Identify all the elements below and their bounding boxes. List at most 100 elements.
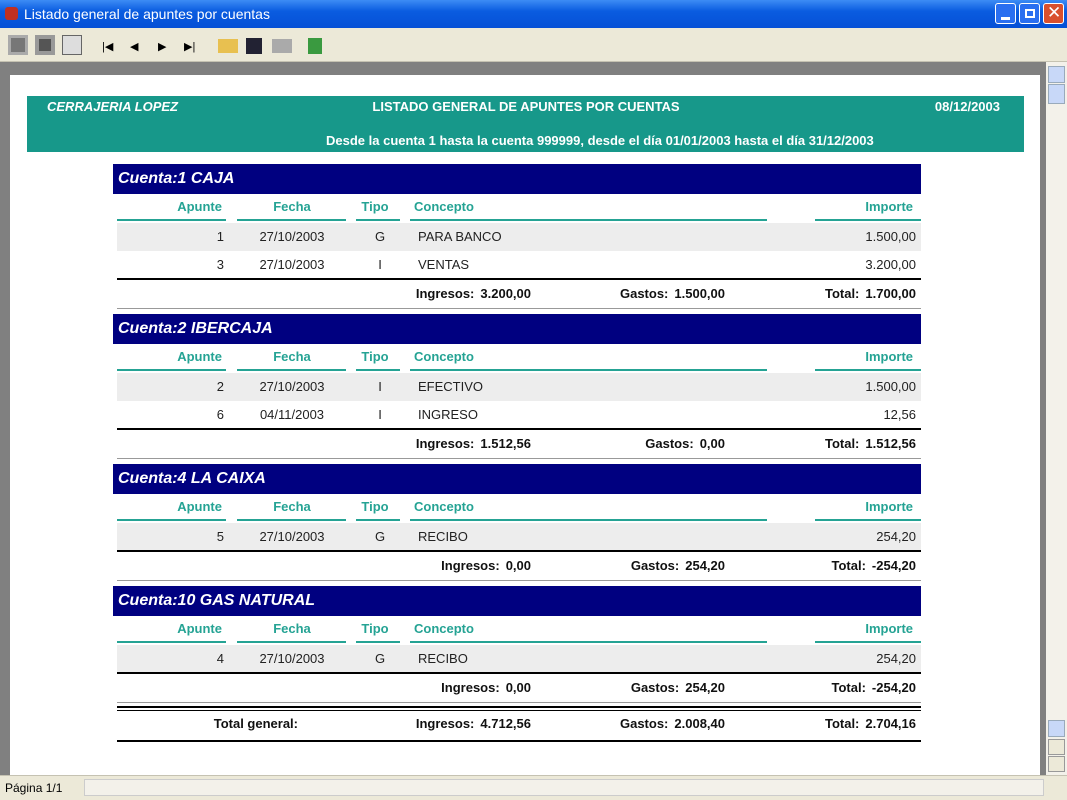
account-total-total-value: 1.512,56 [865, 436, 916, 451]
column-header: Concepto [414, 349, 474, 364]
grand-total-rule [117, 740, 921, 742]
column-header: Fecha [273, 349, 311, 364]
column-header: Concepto [414, 199, 474, 214]
account-header: Cuenta:2 IBERCAJA [118, 320, 273, 337]
column-header: Apunte [177, 199, 222, 214]
column-underline [815, 369, 921, 371]
cell: INGRESO [418, 407, 478, 422]
app-icon [5, 7, 18, 20]
minimize-button[interactable] [995, 3, 1016, 24]
grand-total-rule [117, 710, 921, 711]
cell: 04/11/2003 [259, 407, 325, 422]
next-page-button[interactable]: ▶ [158, 41, 167, 53]
column-underline [356, 219, 400, 221]
grand-total-gastos-label: Gastos: [619, 716, 669, 731]
horizontal-scrollbar[interactable] [84, 779, 1044, 796]
column-header: Tipo [361, 349, 389, 364]
account-total-gastos-value: 1.500,00 [674, 286, 725, 301]
separator [117, 672, 921, 674]
scroll-down[interactable] [1048, 720, 1065, 737]
row-band [117, 373, 921, 401]
column-underline [237, 641, 346, 643]
column-header: Apunte [177, 349, 222, 364]
account-total-total-label: Total: [824, 286, 860, 301]
account-total-gastos-label: Gastos: [645, 436, 694, 451]
column-underline [815, 219, 921, 221]
account-total-gastos-value: 254,20 [685, 680, 725, 695]
window-title: Listado general de apuntes por cuentas [24, 6, 270, 22]
account-total-ingresos-value: 3.200,00 [480, 286, 531, 301]
last-page-button[interactable]: ▶| [184, 41, 196, 53]
cell: 1 [216, 229, 224, 244]
column-header: Fecha [273, 621, 311, 636]
report-title: LISTADO GENERAL DE APUNTES POR CUENTAS [372, 99, 680, 114]
grand-total-rule [117, 706, 921, 708]
column-underline [356, 369, 400, 371]
cell: 3.200,00 [865, 257, 916, 272]
cell: 6 [216, 407, 224, 422]
exit-button[interactable] [308, 38, 322, 54]
cell: 4 [216, 651, 224, 666]
column-underline [237, 519, 346, 521]
column-header: Tipo [361, 621, 389, 636]
cell: RECIBO [418, 529, 468, 544]
report-header [27, 96, 1024, 152]
page-up[interactable] [1048, 739, 1065, 755]
icon [1001, 17, 1010, 20]
account-total-total-label: Total: [831, 558, 866, 573]
cell: G [374, 229, 386, 244]
save-button[interactable] [246, 38, 262, 54]
scroll-thumb[interactable] [1048, 84, 1065, 104]
cell: G [374, 651, 386, 666]
scroll-up[interactable] [1048, 66, 1065, 83]
page-down[interactable] [1048, 756, 1065, 772]
column-header: Fecha [273, 199, 311, 214]
column-header: Fecha [273, 499, 311, 514]
first-page-button[interactable]: |◀ [102, 41, 114, 53]
column-underline [410, 369, 767, 371]
toolbar: |◀ ◀ ▶ ▶| [0, 28, 1067, 62]
title-bar: Listado general de apuntes por cuentas ✕ [0, 0, 1067, 28]
grand-total-total-label: Total: [824, 716, 860, 731]
grand-total-ingresos-value: 4.712,56 [480, 716, 531, 731]
account-total-total-value: 1.700,00 [865, 286, 916, 301]
column-underline [237, 369, 346, 371]
account-total-ingresos-value: 0,00 [505, 558, 531, 573]
account-total-gastos-label: Gastos: [630, 558, 680, 573]
view-button[interactable] [35, 35, 55, 55]
print-button[interactable] [272, 39, 292, 53]
column-header: Importe [865, 621, 913, 636]
account-total-ingresos-value: 1.512,56 [480, 436, 531, 451]
column-underline [410, 519, 767, 521]
cell: 27/10/2003 [259, 651, 325, 666]
cell: 27/10/2003 [259, 529, 325, 544]
account-total-ingresos-label: Ingresos: [441, 680, 500, 695]
column-underline [410, 219, 767, 221]
column-underline [356, 641, 400, 643]
account-header: Cuenta:10 GAS NATURAL [118, 592, 316, 609]
row-band [117, 223, 921, 251]
close-button[interactable]: ✕ [1043, 3, 1064, 24]
status-bar: Página 1/1 [0, 775, 1067, 800]
cell: 254,20 [876, 529, 916, 544]
account-header-bar [113, 464, 921, 494]
account-header: Cuenta:4 LA CAIXA [118, 470, 266, 487]
account-total-ingresos-label: Ingresos: [441, 558, 500, 573]
prev-page-button[interactable]: ◀ [130, 41, 139, 53]
view-button[interactable] [62, 35, 82, 55]
column-underline [117, 519, 226, 521]
page-indicator: Página 1/1 [5, 781, 63, 795]
cell: 1.500,00 [865, 229, 916, 244]
open-button[interactable] [218, 39, 238, 53]
column-header: Concepto [414, 621, 474, 636]
grand-total-ingresos-label: Ingresos: [415, 716, 475, 731]
view-button[interactable] [8, 35, 28, 55]
separator [117, 580, 921, 581]
account-header-bar [113, 586, 921, 616]
restore-button[interactable] [1019, 3, 1040, 24]
vertical-scrollbar[interactable] [1046, 62, 1067, 775]
column-header: Tipo [361, 499, 389, 514]
row-band [117, 645, 921, 673]
cell: VENTAS [418, 257, 470, 272]
